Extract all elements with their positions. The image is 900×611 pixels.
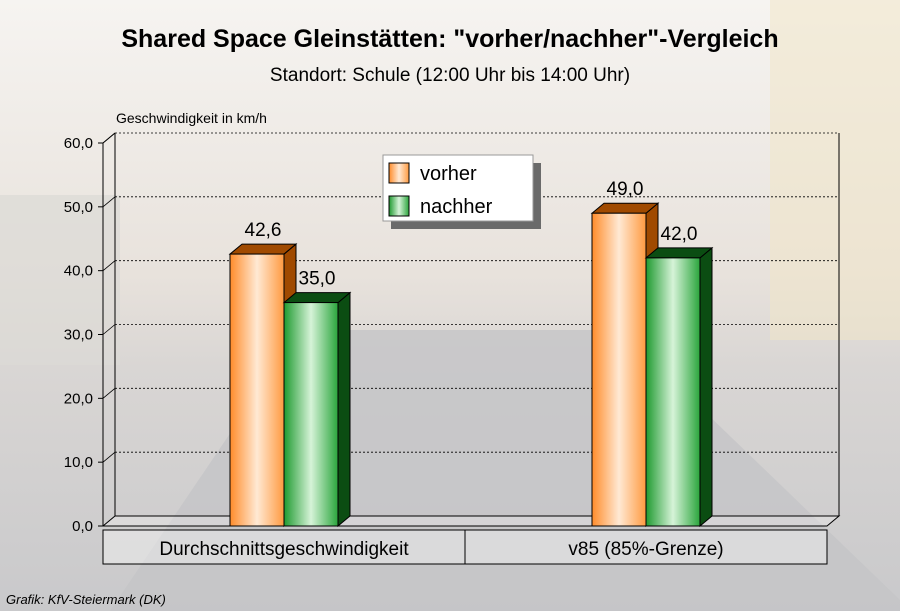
bar-nachher-top bbox=[282, 292, 352, 304]
gridline-depth bbox=[102, 196, 116, 208]
bar-vorher-top bbox=[590, 202, 660, 214]
gridline-depth bbox=[102, 451, 116, 463]
legend-label-nachher: nachher bbox=[420, 196, 493, 218]
bar-nachher-0 bbox=[283, 302, 339, 527]
y-tick-label: 50,0 bbox=[64, 199, 93, 216]
legend-label-vorher: vorher bbox=[420, 163, 477, 185]
bars bbox=[228, 202, 714, 528]
data-label-nachher-0: 35,0 bbox=[299, 269, 336, 290]
legend-swatch-nachher bbox=[388, 195, 410, 217]
y-axis-ticks: 0,0 10,0 20,0 30,0 40,0 50,0 60,0 bbox=[64, 135, 103, 535]
y-tick-label: 20,0 bbox=[64, 390, 93, 407]
category-label-1: v85 (85%-Grenze) bbox=[568, 539, 723, 560]
bar-nachher-top bbox=[644, 247, 714, 259]
bar-nachher-side bbox=[337, 291, 351, 528]
data-label-vorher-0: 42,6 bbox=[245, 220, 282, 241]
building-left bbox=[0, 195, 120, 365]
y-tick-label: 0,0 bbox=[72, 518, 93, 535]
legend-swatch-vorher bbox=[388, 162, 410, 184]
category-label-0: Durchschnittsgeschwindigkeit bbox=[159, 539, 409, 560]
bar-vorher-1 bbox=[591, 212, 647, 527]
y-tick-label: 30,0 bbox=[64, 327, 93, 344]
building-right bbox=[770, 0, 900, 340]
gridline-depth bbox=[102, 324, 116, 335]
bar-vorher-top bbox=[228, 243, 298, 255]
gridline-depth bbox=[102, 132, 116, 144]
source-credit: Grafik: KfV-Steiermark (DK) bbox=[6, 592, 166, 607]
bar-nachher-side bbox=[699, 246, 713, 528]
y-axis-label: Geschwindigkeit in km/h bbox=[116, 110, 267, 126]
gridline-depth bbox=[102, 388, 116, 399]
bar-nachher-1 bbox=[645, 257, 701, 527]
legend: vorher nachher bbox=[382, 154, 541, 229]
category-table: Durchschnittsgeschwindigkeit v85 (85%-Gre… bbox=[102, 529, 828, 565]
gridline-depth bbox=[102, 260, 116, 271]
data-label-vorher-1: 49,0 bbox=[607, 179, 644, 200]
data-label-nachher-1: 42,0 bbox=[661, 224, 698, 245]
y-tick-label: 10,0 bbox=[64, 454, 93, 471]
chart-subtitle: Standort: Schule (12:00 Uhr bis 14:00 Uh… bbox=[270, 65, 630, 86]
plot-floor bbox=[101, 515, 841, 527]
data-labels: 42,6 35,0 49,0 42,0 bbox=[245, 179, 698, 289]
y-tick-label: 40,0 bbox=[64, 263, 93, 280]
chart-title: Shared Space Gleinstätten: "vorher/nachh… bbox=[121, 25, 778, 53]
y-tick-label: 60,0 bbox=[64, 135, 93, 152]
bar-vorher-0 bbox=[229, 253, 285, 527]
